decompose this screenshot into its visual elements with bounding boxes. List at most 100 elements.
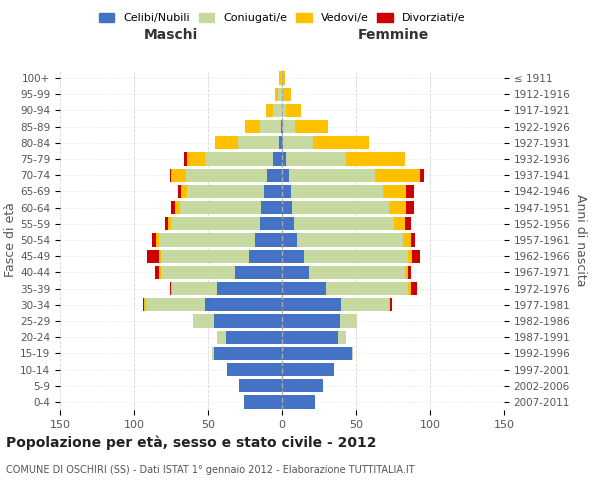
Bar: [178, 185, 181, 198]
Bar: [389, 201, 406, 214]
Bar: [245, 120, 260, 134]
Bar: [278, 88, 282, 101]
Bar: [282, 396, 314, 408]
Bar: [292, 201, 389, 214]
Bar: [256, 234, 282, 246]
Bar: [159, 234, 256, 246]
Bar: [282, 104, 286, 117]
Bar: [205, 152, 273, 166]
Bar: [408, 266, 411, 279]
Bar: [181, 185, 187, 198]
Bar: [217, 330, 226, 344]
Bar: [244, 396, 282, 408]
Bar: [155, 266, 159, 279]
Bar: [250, 250, 282, 263]
Bar: [281, 120, 282, 134]
Bar: [352, 346, 353, 360]
Bar: [159, 266, 161, 279]
Bar: [405, 217, 411, 230]
Bar: [383, 185, 406, 198]
Bar: [186, 168, 267, 182]
Bar: [146, 298, 205, 312]
Bar: [295, 120, 328, 134]
Bar: [260, 217, 282, 230]
Bar: [238, 136, 279, 149]
Bar: [412, 250, 419, 263]
Bar: [275, 88, 278, 101]
Bar: [168, 217, 171, 230]
Bar: [341, 298, 389, 312]
Bar: [326, 282, 408, 295]
Bar: [389, 298, 390, 312]
Bar: [286, 104, 301, 117]
Bar: [226, 330, 282, 344]
Bar: [282, 250, 304, 263]
Bar: [193, 314, 214, 328]
Bar: [282, 379, 323, 392]
Bar: [291, 185, 383, 198]
Bar: [187, 185, 264, 198]
Bar: [282, 346, 352, 360]
Bar: [260, 120, 281, 134]
Bar: [406, 201, 414, 214]
Bar: [159, 250, 161, 263]
Bar: [282, 217, 294, 230]
Bar: [408, 282, 411, 295]
Bar: [175, 201, 180, 214]
Text: Femmine: Femmine: [358, 28, 428, 42]
Bar: [282, 201, 292, 214]
Bar: [235, 266, 282, 279]
Bar: [282, 266, 308, 279]
Bar: [152, 234, 156, 246]
Bar: [283, 136, 313, 149]
Bar: [282, 168, 289, 182]
Bar: [143, 298, 145, 312]
Bar: [187, 152, 205, 166]
Bar: [405, 266, 408, 279]
Bar: [408, 250, 412, 263]
Bar: [304, 250, 408, 263]
Bar: [279, 72, 281, 85]
Bar: [282, 298, 341, 312]
Bar: [170, 168, 171, 182]
Bar: [214, 346, 282, 360]
Bar: [282, 185, 291, 198]
Bar: [411, 234, 415, 246]
Bar: [161, 266, 235, 279]
Bar: [171, 217, 260, 230]
Bar: [338, 330, 346, 344]
Bar: [394, 217, 405, 230]
Bar: [282, 234, 297, 246]
Bar: [266, 104, 273, 117]
Bar: [165, 217, 168, 230]
Bar: [145, 298, 146, 312]
Bar: [282, 314, 340, 328]
Bar: [282, 330, 338, 344]
Bar: [217, 282, 282, 295]
Bar: [215, 136, 238, 149]
Bar: [282, 152, 286, 166]
Text: Popolazione per età, sesso e stato civile - 2012: Popolazione per età, sesso e stato civil…: [6, 435, 377, 450]
Bar: [261, 201, 282, 214]
Text: Maschi: Maschi: [144, 28, 198, 42]
Bar: [308, 266, 405, 279]
Text: COMUNE DI OSCHIRI (SS) - Dati ISTAT 1° gennaio 2012 - Elaborazione TUTTITALIA.IT: COMUNE DI OSCHIRI (SS) - Dati ISTAT 1° g…: [6, 465, 415, 475]
Bar: [171, 282, 172, 295]
Bar: [171, 168, 186, 182]
Bar: [419, 168, 424, 182]
Legend: Celibi/Nubili, Coniugati/e, Vedovi/e, Divorziati/e: Celibi/Nubili, Coniugati/e, Vedovi/e, Di…: [94, 8, 470, 28]
Bar: [282, 136, 283, 149]
Bar: [184, 152, 187, 166]
Bar: [289, 168, 375, 182]
Bar: [161, 250, 250, 263]
Bar: [411, 282, 416, 295]
Bar: [375, 168, 419, 182]
Y-axis label: Fasce di età: Fasce di età: [4, 202, 17, 278]
Bar: [273, 152, 282, 166]
Bar: [286, 152, 346, 166]
Bar: [180, 201, 261, 214]
Bar: [148, 250, 159, 263]
Bar: [279, 136, 282, 149]
Bar: [403, 234, 411, 246]
Bar: [281, 72, 282, 85]
